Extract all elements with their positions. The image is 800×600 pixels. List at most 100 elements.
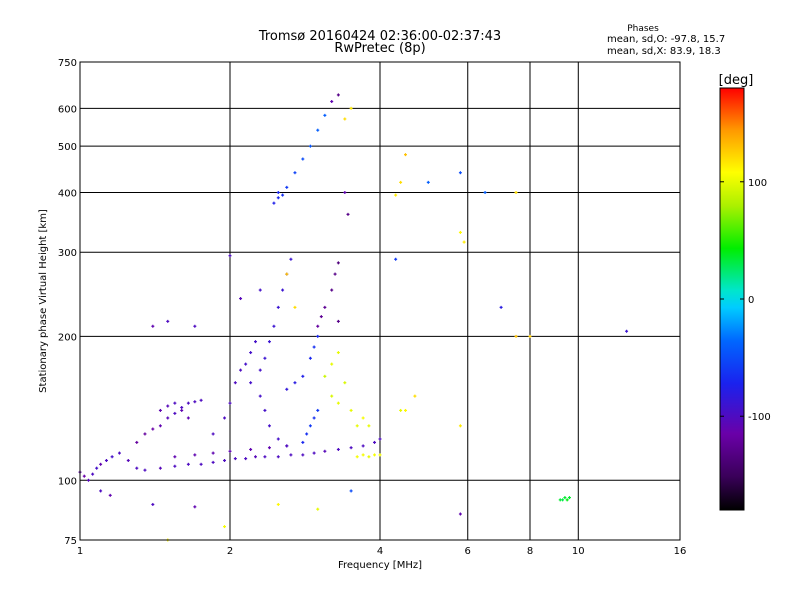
data-point <box>349 106 353 110</box>
data-point <box>223 416 227 420</box>
colorbar-tick-label: 0 <box>748 295 754 306</box>
data-point <box>267 340 271 344</box>
data-point <box>249 351 253 355</box>
data-point <box>173 455 177 459</box>
data-point <box>158 424 162 428</box>
stats-line-o: mean, sd,O: -97.8, 15.7 <box>607 34 725 45</box>
data-point <box>166 404 170 408</box>
data-point <box>567 496 571 500</box>
data-point <box>166 416 170 420</box>
data-point <box>514 334 518 338</box>
data-point <box>323 113 327 117</box>
data-point <box>239 297 243 301</box>
data-point <box>316 128 320 132</box>
data-point <box>312 416 316 420</box>
data-point <box>239 368 243 372</box>
data-point <box>135 440 139 444</box>
y-tick-label: 75 <box>64 536 77 547</box>
data-point <box>199 462 203 466</box>
data-point <box>301 157 305 161</box>
stats-line-x: mean, sd,X: 83.9, 18.3 <box>607 46 721 57</box>
y-tick-label: 100 <box>58 476 77 487</box>
data-point <box>399 180 403 184</box>
data-point <box>336 261 340 265</box>
data-point <box>293 171 297 175</box>
data-point <box>312 345 316 349</box>
data-point <box>565 498 569 502</box>
data-point <box>346 212 350 216</box>
data-point <box>336 351 340 355</box>
data-point <box>199 398 203 402</box>
data-point <box>272 201 276 205</box>
data-point <box>180 408 184 412</box>
x-tick-label: 6 <box>465 546 471 557</box>
data-point <box>272 324 276 328</box>
data-point <box>263 356 267 360</box>
y-tick-label: 600 <box>58 104 77 115</box>
data-point <box>319 315 323 319</box>
data-point <box>330 394 334 398</box>
data-point <box>305 432 309 436</box>
data-point <box>267 446 271 450</box>
data-point <box>343 190 347 194</box>
data-point <box>293 381 297 385</box>
data-point <box>263 408 267 412</box>
data-point <box>276 305 280 309</box>
colorbar-ticks: 100 0 -100 <box>720 178 771 423</box>
data-point <box>186 401 190 405</box>
data-point <box>285 272 289 276</box>
data-point <box>316 324 320 328</box>
data-point <box>625 329 629 333</box>
data-point <box>211 432 215 436</box>
data-point <box>143 468 147 472</box>
data-point <box>228 254 232 258</box>
data-point <box>135 466 139 470</box>
y-tick-label: 400 <box>58 188 77 199</box>
colorbar-tick-label: 100 <box>748 178 767 189</box>
y-tick-label: 300 <box>58 248 77 259</box>
data-point <box>223 525 227 529</box>
data-point <box>99 489 103 493</box>
data-point <box>373 440 377 444</box>
data-point <box>82 474 86 478</box>
x-tick-label: 8 <box>527 546 533 557</box>
data-point <box>403 408 407 412</box>
data-point <box>193 453 197 457</box>
data-point <box>228 449 232 453</box>
data-point <box>249 381 253 385</box>
data-point <box>336 447 340 451</box>
x-tick-label: 2 <box>227 546 233 557</box>
data-point <box>514 190 518 194</box>
data-point <box>173 411 177 415</box>
data-point <box>99 462 103 466</box>
data-point <box>95 466 99 470</box>
data-point <box>108 493 112 497</box>
data-point <box>330 100 334 104</box>
data-point <box>308 144 312 148</box>
data-point <box>281 288 285 292</box>
data-point <box>233 381 237 385</box>
data-point <box>426 180 430 184</box>
data-point <box>258 394 262 398</box>
grid-lines <box>80 62 680 540</box>
data-point <box>293 305 297 309</box>
data-point <box>281 193 285 197</box>
data-point <box>173 464 177 468</box>
data-point <box>143 432 147 436</box>
x-tick-label: 4 <box>377 546 383 557</box>
data-point <box>336 93 340 97</box>
data-point <box>289 453 293 457</box>
data-point <box>158 466 162 470</box>
data-point <box>349 489 353 493</box>
chart-title: Tromsø 20160424 02:36:00-02:37:43 <box>258 29 501 44</box>
data-point <box>349 446 353 450</box>
data-point <box>186 462 190 466</box>
data-point <box>355 455 359 459</box>
data-point <box>285 185 289 189</box>
data-point <box>276 437 280 441</box>
data-point <box>413 394 417 398</box>
data-point <box>301 440 305 444</box>
data-point <box>301 374 305 378</box>
data-point <box>117 451 121 455</box>
